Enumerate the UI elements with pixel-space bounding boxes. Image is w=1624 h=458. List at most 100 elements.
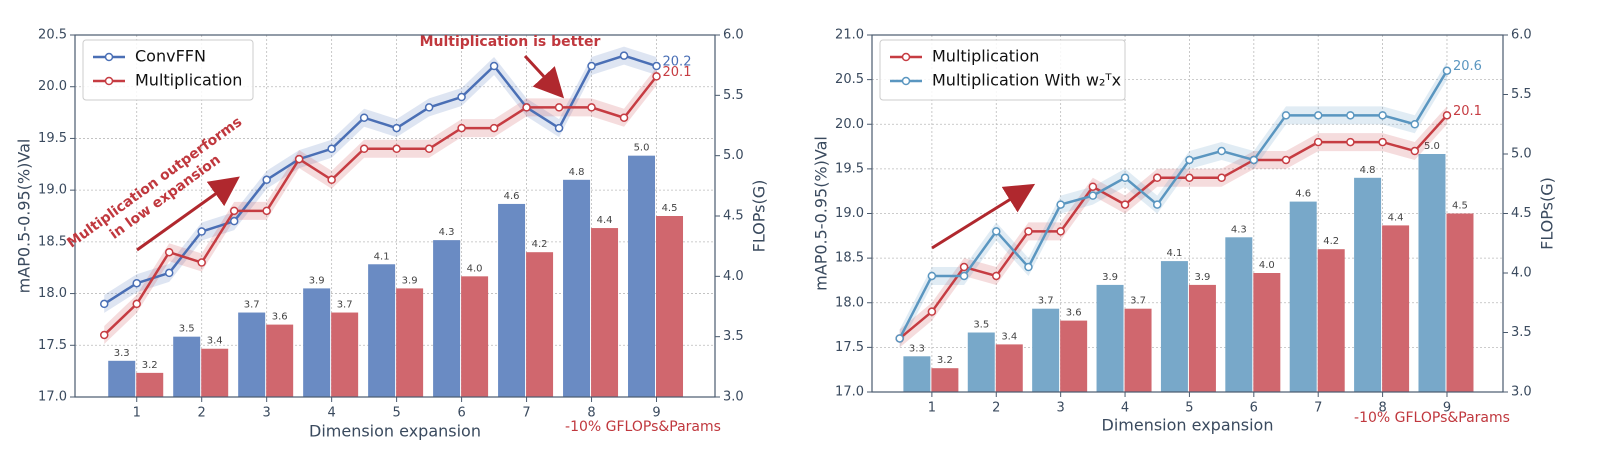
x-tick-label: 8 [1378, 401, 1386, 416]
legend-marker [901, 76, 911, 86]
x-tick-label: 6 [457, 406, 465, 421]
bar [136, 372, 164, 397]
bar [1317, 249, 1345, 392]
y2-axis-label: FLOPs(G) [750, 180, 769, 253]
y2-tick-label: 5.5 [1511, 87, 1532, 102]
marker [132, 299, 141, 309]
annotation: Multiplication is better [420, 34, 601, 50]
y-tick-label: 20.0 [38, 79, 67, 94]
bar [903, 356, 931, 392]
end-label: 20.6 [1453, 59, 1482, 74]
marker [327, 175, 336, 185]
marker [587, 61, 596, 71]
x-tick-label: 3 [1057, 401, 1065, 416]
annotation: -10% GFLOPs&Params [1354, 410, 1510, 426]
marker [1281, 155, 1291, 165]
bar-label: 4.0 [1259, 260, 1275, 271]
y-tick-label: 19.0 [38, 183, 67, 198]
bar-label: 3.9 [1102, 272, 1118, 283]
bar-label: 3.7 [1038, 296, 1054, 307]
bar [461, 276, 489, 397]
end-label: 20.1 [663, 65, 692, 80]
bar [1354, 177, 1382, 392]
marker [587, 103, 596, 112]
bar [526, 252, 554, 397]
bar [303, 288, 331, 397]
bar [331, 312, 359, 397]
bar-label: 4.8 [1360, 165, 1376, 176]
x-tick-label: 7 [522, 406, 530, 421]
bar-label: 3.9 [402, 275, 418, 286]
bar [173, 336, 201, 397]
bar-label: 3.4 [207, 336, 223, 347]
bar [201, 348, 229, 397]
marker [424, 103, 434, 112]
marker [359, 144, 369, 154]
y-tick-label: 21.0 [835, 28, 864, 43]
end-label: 20.1 [1453, 104, 1482, 119]
y2-tick-label: 5.0 [723, 148, 744, 163]
bar-label: 4.4 [1388, 212, 1404, 223]
y-tick-label: 20.5 [835, 72, 864, 87]
y-tick-label: 19.5 [38, 131, 67, 146]
bar-label: 3.7 [337, 300, 353, 311]
legend-marker [104, 52, 114, 62]
bar [1446, 213, 1474, 392]
marker [1378, 137, 1387, 147]
line [898, 114, 1448, 340]
y-tick-label: 19.0 [835, 206, 864, 221]
bar-label: 3.9 [1194, 272, 1210, 283]
marker [1217, 146, 1226, 156]
x-tick-label: 9 [652, 406, 660, 421]
legend-marker [104, 76, 114, 86]
marker [457, 92, 466, 102]
bar [1289, 201, 1317, 392]
marker [1249, 155, 1259, 165]
bar [656, 216, 684, 397]
bar-label: 3.5 [179, 324, 195, 335]
x-tick-label: 2 [992, 401, 1000, 416]
bar [591, 228, 619, 397]
line [103, 54, 657, 305]
marker [522, 103, 531, 112]
line [898, 70, 1449, 340]
marker [1378, 111, 1387, 120]
bar [238, 312, 266, 397]
y2-tick-label: 3.5 [1511, 325, 1532, 340]
bar [1032, 308, 1060, 392]
bar [396, 288, 424, 397]
marker [1120, 200, 1130, 209]
bar [1382, 225, 1410, 392]
marker [262, 175, 271, 185]
x-tick-label: 4 [1121, 401, 1129, 416]
line [103, 75, 658, 336]
x-tick-label: 6 [1250, 401, 1258, 416]
bar-label: 4.0 [467, 263, 483, 274]
bar-label: 4.2 [532, 239, 548, 250]
marker [1088, 182, 1098, 191]
marker [554, 123, 564, 133]
legend-label: ConvFFN [135, 47, 206, 66]
x-tick-label: 2 [198, 406, 206, 421]
marker [927, 271, 937, 281]
legend-box [879, 39, 1126, 101]
marker [619, 51, 629, 60]
legend-marker [901, 52, 911, 62]
marker [489, 123, 499, 133]
plot-frame [871, 34, 1504, 393]
arrow [931, 183, 1036, 250]
arrow [523, 54, 565, 99]
bar [1124, 308, 1152, 392]
bar-label: 3.7 [1130, 296, 1146, 307]
y-tick-label: 18.0 [38, 286, 67, 301]
bar-label: 3.3 [909, 343, 925, 354]
y2-tick-label: 5.0 [1511, 147, 1532, 162]
legend-label: Multiplication With w₂ᵀx [932, 71, 1121, 90]
marker [262, 206, 271, 216]
bar [1060, 320, 1088, 392]
marker [392, 123, 401, 133]
marker [1346, 137, 1355, 147]
marker [1313, 137, 1323, 147]
bar [1253, 273, 1281, 392]
y2-tick-label: 5.5 [723, 88, 744, 103]
